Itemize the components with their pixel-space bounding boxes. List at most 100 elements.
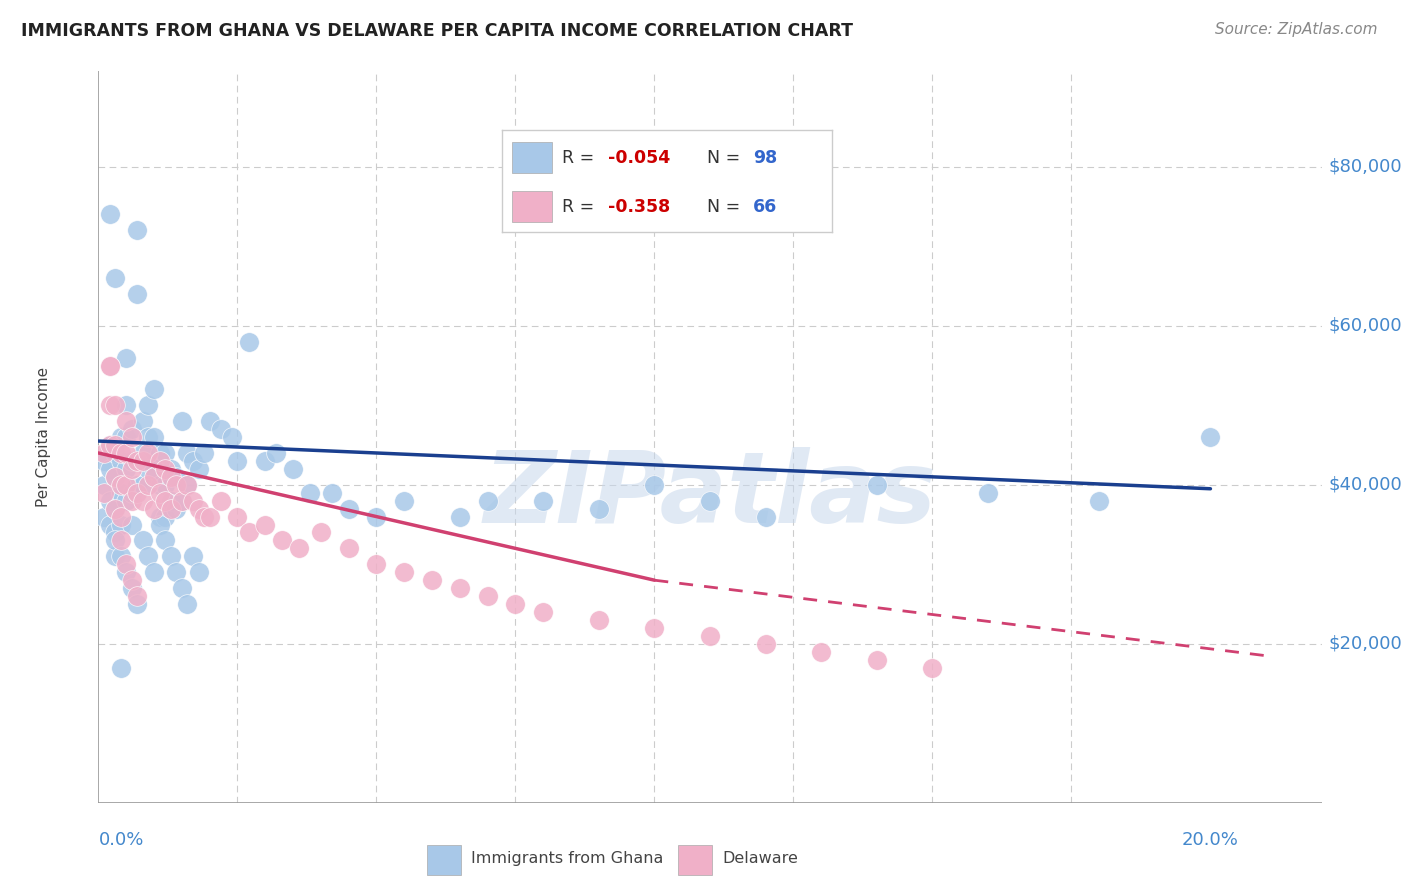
Point <box>187 566 209 580</box>
Point <box>138 477 160 491</box>
Point <box>170 581 193 595</box>
Point <box>159 462 181 476</box>
Point <box>187 501 209 516</box>
Text: $60,000: $60,000 <box>1329 317 1402 334</box>
Point <box>149 517 172 532</box>
Point <box>127 477 149 491</box>
Point <box>165 566 187 580</box>
Text: -0.054: -0.054 <box>607 149 671 167</box>
Point <box>104 501 127 516</box>
Point <box>149 509 172 524</box>
Point <box>143 501 166 516</box>
Point <box>98 493 121 508</box>
Point <box>921 660 943 674</box>
Point <box>121 462 143 476</box>
Point <box>132 446 155 460</box>
Point <box>977 485 1000 500</box>
Text: 66: 66 <box>754 198 778 216</box>
Point <box>93 446 115 460</box>
Bar <box>678 845 713 874</box>
Point <box>104 446 127 460</box>
Point <box>588 501 610 516</box>
Point <box>138 430 160 444</box>
Point <box>121 454 143 468</box>
Text: N =: N = <box>707 198 745 216</box>
Point <box>309 525 332 540</box>
Point <box>98 398 121 412</box>
Point <box>115 566 138 580</box>
Point <box>337 501 360 516</box>
Point <box>477 493 499 508</box>
Point <box>755 509 778 524</box>
Point <box>104 470 127 484</box>
Point <box>132 493 155 508</box>
Point <box>755 637 778 651</box>
Point <box>198 509 221 524</box>
Point <box>449 581 471 595</box>
Point <box>449 509 471 524</box>
Point <box>110 477 132 491</box>
Text: 0.0%: 0.0% <box>98 830 143 848</box>
Point <box>138 398 160 412</box>
Point <box>193 509 215 524</box>
Point <box>110 454 132 468</box>
Bar <box>512 142 551 173</box>
Point <box>181 493 204 508</box>
Point <box>159 493 181 508</box>
Point <box>176 446 198 460</box>
Point <box>159 549 181 564</box>
Point <box>866 653 889 667</box>
Point <box>281 462 304 476</box>
Point <box>98 462 121 476</box>
Point <box>132 477 155 491</box>
Point <box>254 454 277 468</box>
Point <box>866 477 889 491</box>
Point <box>270 533 294 548</box>
Point <box>153 462 176 476</box>
Point <box>153 446 176 460</box>
Text: R =: R = <box>561 149 599 167</box>
Point <box>115 414 138 428</box>
Point <box>110 549 132 564</box>
Point <box>176 477 198 491</box>
Point <box>138 549 160 564</box>
Point <box>159 470 181 484</box>
Point <box>98 438 121 452</box>
Point <box>149 477 172 491</box>
Point <box>143 470 166 484</box>
Point <box>115 462 138 476</box>
Point <box>181 454 204 468</box>
Text: $20,000: $20,000 <box>1329 635 1402 653</box>
Point <box>115 430 138 444</box>
Point <box>170 493 193 508</box>
Point <box>121 581 143 595</box>
Point <box>209 493 232 508</box>
Point <box>643 477 665 491</box>
Point <box>132 533 155 548</box>
Point <box>104 549 127 564</box>
Point <box>187 462 209 476</box>
Point <box>143 462 166 476</box>
Point <box>98 438 121 452</box>
Point <box>121 573 143 587</box>
Point <box>176 597 198 611</box>
Point <box>153 477 176 491</box>
Point <box>121 517 143 532</box>
Text: $40,000: $40,000 <box>1329 475 1402 494</box>
Point <box>104 470 127 484</box>
Text: 20.0%: 20.0% <box>1182 830 1239 848</box>
Point <box>110 509 132 524</box>
Point <box>198 414 221 428</box>
Point <box>104 501 127 516</box>
Point <box>115 558 138 572</box>
Point <box>531 605 554 619</box>
Point <box>170 493 193 508</box>
Point <box>93 509 115 524</box>
Point <box>115 351 138 365</box>
Point <box>110 446 132 460</box>
Point <box>143 566 166 580</box>
Point <box>104 271 127 285</box>
Point <box>138 446 160 460</box>
Point <box>143 383 166 397</box>
Point <box>193 446 215 460</box>
